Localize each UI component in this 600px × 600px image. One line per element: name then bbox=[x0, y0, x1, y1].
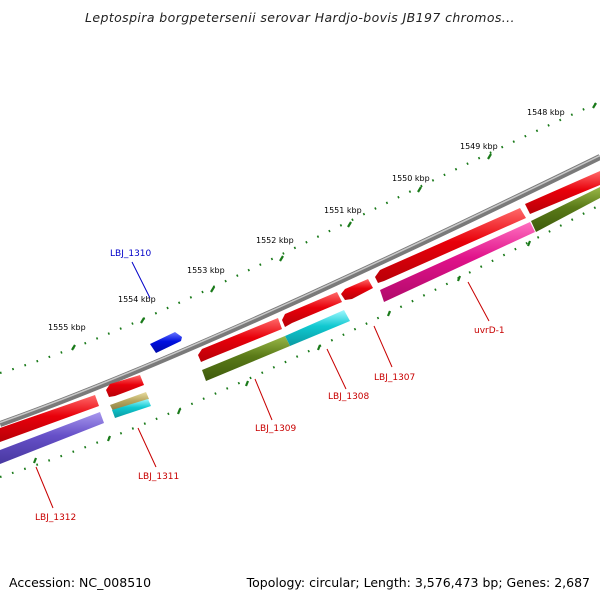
gene-labels: LBJ_1310 uvrD-1 LBJ_1307 LBJ_1308 LBJ_13… bbox=[35, 249, 505, 523]
scale-label: 1549 kbp bbox=[460, 142, 498, 151]
gene-label-lbj-1309[interactable]: LBJ_1309 bbox=[255, 424, 297, 434]
gene-label-uvrd-1[interactable]: uvrD-1 bbox=[474, 326, 505, 336]
gene-label-lbj-1307[interactable]: LBJ_1307 bbox=[374, 373, 415, 383]
topology-text: Topology: circular; Length: 3,576,473 bp… bbox=[246, 575, 590, 590]
gene-lbj-1311[interactable] bbox=[112, 399, 151, 418]
gene-uvrd-1[interactable] bbox=[380, 222, 535, 302]
accession-text: Accession: NC_008510 bbox=[9, 575, 152, 590]
gene-red-4[interactable] bbox=[198, 318, 282, 362]
gene-label-lbj-1310[interactable]: LBJ_1310 bbox=[110, 249, 152, 259]
gene-lbj-1306-red[interactable] bbox=[525, 171, 600, 214]
gene-red-2[interactable] bbox=[341, 279, 373, 300]
gene-lbj-1309[interactable] bbox=[202, 336, 290, 381]
scale-label: 1555 kbp bbox=[48, 323, 86, 332]
gene-red-1[interactable] bbox=[375, 208, 526, 283]
scale-label: 1553 kbp bbox=[187, 266, 225, 275]
gene-label-lbj-1311[interactable]: LBJ_1311 bbox=[138, 472, 179, 482]
gene-label-lbj-1312[interactable]: LBJ_1312 bbox=[35, 513, 76, 523]
gene-red-6[interactable] bbox=[0, 395, 99, 442]
gene-red-3[interactable] bbox=[282, 292, 342, 327]
gene-olive-upper[interactable] bbox=[531, 187, 600, 232]
scale-labels: 1548 kbp 1549 kbp 1550 kbp 1551 kbp 1552… bbox=[48, 108, 565, 332]
chromosome-backbone bbox=[0, 154, 600, 427]
chromosome-backbone-highlight bbox=[0, 154, 600, 424]
gene-lbj-1312[interactable] bbox=[0, 412, 104, 464]
scale-label: 1551 kbp bbox=[324, 206, 362, 215]
label-leader-lines bbox=[35, 261, 490, 509]
scale-label: 1548 kbp bbox=[527, 108, 565, 117]
scale-label: 1554 kbp bbox=[118, 295, 156, 304]
gene-red-5[interactable] bbox=[106, 375, 144, 397]
scale-label: 1550 kbp bbox=[392, 174, 430, 183]
gene-tan[interactable] bbox=[110, 392, 149, 411]
scale-label: 1552 kbp bbox=[256, 236, 294, 245]
outer-scale-major-ticks bbox=[71, 102, 597, 351]
gene-label-lbj-1308[interactable]: LBJ_1308 bbox=[328, 392, 370, 402]
map-title: Leptospira borgpetersenii serovar Hardjo… bbox=[85, 10, 515, 25]
inner-scale-major-ticks bbox=[32, 240, 532, 464]
gene-lbj-1310[interactable] bbox=[150, 332, 182, 353]
gene-lbj-1308[interactable] bbox=[285, 310, 350, 346]
